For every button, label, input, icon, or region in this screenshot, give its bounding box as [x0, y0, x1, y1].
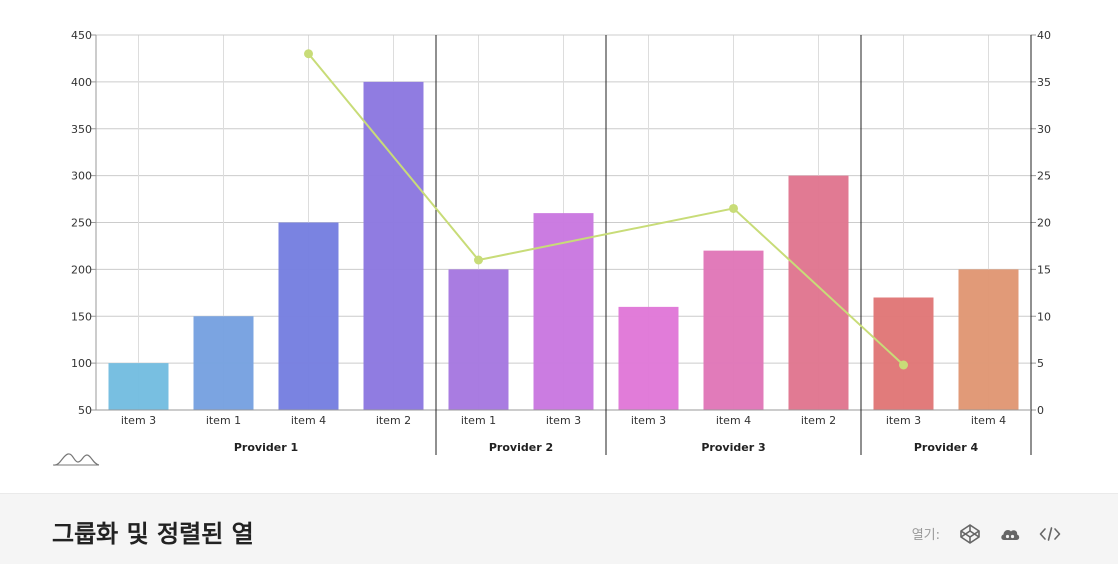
category-label: item 4 — [716, 414, 751, 427]
footer-bar: 그룹화 및 정렬된 열 열기: — [0, 493, 1118, 564]
bar[interactable] — [278, 222, 339, 411]
bar[interactable] — [363, 81, 424, 410]
codepen-icon[interactable] — [958, 523, 982, 544]
y-tick-label-left: 50 — [78, 404, 92, 417]
category-label: item 1 — [461, 414, 496, 427]
bar[interactable] — [873, 297, 934, 411]
y-tick-label-right: 35 — [1037, 76, 1051, 89]
open-label: 열기: — [911, 528, 940, 543]
y-tick-label-left: 250 — [71, 217, 92, 230]
chart-title: 그룹화 및 정렬된 열 — [52, 520, 254, 548]
category-label: item 2 — [376, 414, 411, 427]
y-tick-label-right: 20 — [1037, 217, 1051, 230]
y-tick-label-left: 400 — [71, 76, 92, 89]
category-label: item 1 — [206, 414, 241, 427]
y-tick-label-left: 150 — [71, 310, 92, 323]
line-series — [307, 53, 905, 366]
group-label: Provider 3 — [701, 441, 765, 454]
line-point[interactable] — [304, 49, 313, 59]
wave-icon[interactable] — [53, 453, 100, 466]
category-label: item 4 — [291, 414, 326, 427]
y-tick-label-right: 30 — [1037, 123, 1051, 136]
category-label: item 3 — [886, 414, 921, 427]
y-tick-label-left: 300 — [71, 170, 92, 183]
line-point[interactable] — [474, 255, 483, 265]
line-point[interactable] — [729, 203, 738, 213]
category-label: item 3 — [631, 414, 666, 427]
category-label: item 2 — [801, 414, 836, 427]
y-tick-label-left: 200 — [71, 263, 92, 276]
y-tick-label-right: 5 — [1037, 357, 1044, 370]
category-label: item 4 — [971, 414, 1006, 427]
category-label: item 3 — [546, 414, 581, 427]
y-tick-label-right: 0 — [1037, 404, 1044, 417]
bar[interactable] — [958, 269, 1019, 410]
y-tick-label-right: 15 — [1037, 263, 1051, 276]
group-label: Provider 2 — [489, 441, 553, 454]
y-tick-label-left: 350 — [71, 123, 92, 136]
bar[interactable] — [448, 269, 509, 410]
bar[interactable] — [788, 175, 849, 410]
y-tick-label-right: 10 — [1037, 310, 1051, 323]
chart-area: 50 100 150 200 250 300 350 400 450 0 5 10 15 20 25 30 35… — [53, 29, 1051, 466]
y-tick-label-right: 40 — [1037, 29, 1051, 42]
y-tick-label-right: 25 — [1037, 170, 1051, 183]
group-label: Provider 4 — [914, 441, 979, 454]
bar[interactable] — [618, 306, 679, 410]
bar[interactable] — [108, 363, 169, 410]
bar-chart: 50 100 150 200 250 300 350 400 450 0 5 10 15 20 25 30 35… — [53, 29, 1051, 466]
bar[interactable] — [703, 250, 764, 410]
line-point[interactable] — [899, 360, 908, 370]
y-tick-label-left: 100 — [71, 357, 92, 370]
open-with: 열기: — [911, 523, 1062, 544]
y-tick-label-left: 450 — [71, 29, 92, 42]
code-icon[interactable] — [1038, 525, 1062, 543]
group-label: Provider 1 — [234, 441, 298, 454]
bar[interactable] — [193, 316, 254, 410]
category-label: item 3 — [121, 414, 156, 427]
cloud-icon[interactable] — [998, 525, 1022, 543]
